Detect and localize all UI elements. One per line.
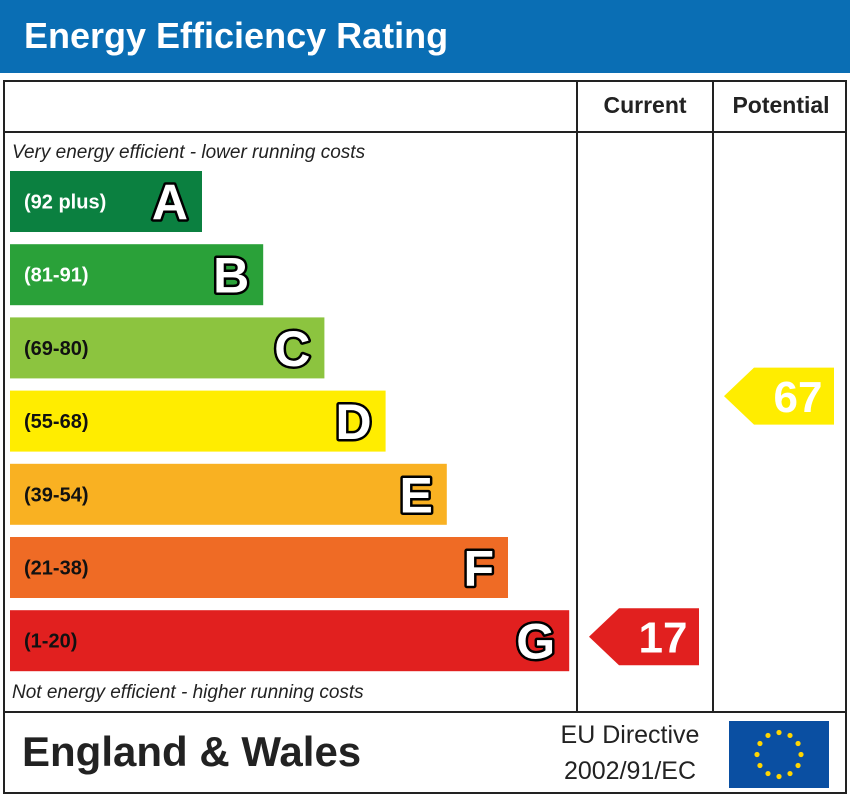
band-bar-a xyxy=(10,171,202,232)
band-letter: B xyxy=(213,248,249,304)
band-letter: C xyxy=(274,321,310,377)
page-title: Energy Efficiency Rating xyxy=(24,15,449,56)
eu-star xyxy=(787,770,793,777)
band-b: (81-91) B xyxy=(10,244,264,306)
band-letter: D xyxy=(335,394,371,450)
band-range-label: (69-80) xyxy=(24,338,88,360)
potential-rating-arrow: 67 xyxy=(724,367,834,425)
column-header-potential: Potential xyxy=(732,92,829,118)
energy-rating-chart: Current Potential Very energy efficient … xyxy=(3,80,847,794)
band-range-label: (92 plus) xyxy=(24,192,106,214)
band-e: (39-54) E xyxy=(10,463,447,526)
band-bar-e xyxy=(10,463,447,525)
band-f: (21-38) F xyxy=(10,537,508,599)
band-g: (1-20) G xyxy=(10,610,570,672)
eu-star xyxy=(765,732,771,739)
band-range-label: (55-68) xyxy=(24,411,88,433)
region-label: England & Wales xyxy=(22,728,361,775)
eu-star xyxy=(754,751,760,758)
directive-line-1: EU Directive xyxy=(561,721,700,749)
current-rating-arrow-value: 17 xyxy=(639,614,688,663)
band-bar-g xyxy=(10,610,570,672)
eu-flag-icon xyxy=(729,721,829,788)
current-rating-arrow-shape xyxy=(589,608,699,666)
band-range-label: (39-54) xyxy=(24,484,88,506)
potential-rating-arrow-shape xyxy=(724,367,834,425)
band-letter: E xyxy=(399,467,432,523)
eu-star xyxy=(757,762,763,769)
eu-star xyxy=(757,740,763,747)
band-bar-b xyxy=(10,244,264,306)
band-a: (92 plus) A xyxy=(10,171,202,233)
band-letter: F xyxy=(463,541,494,597)
band-bar-c xyxy=(10,317,325,379)
band-letter: A xyxy=(152,175,188,231)
table-frame xyxy=(3,80,847,794)
band-letter: G xyxy=(516,614,555,670)
band-range-label: (1-20) xyxy=(24,631,77,653)
top-caption: Very energy efficient - lower running co… xyxy=(12,142,366,163)
eu-star xyxy=(795,740,801,747)
current-rating-arrow: 17 xyxy=(589,608,699,666)
band-bar-f xyxy=(10,537,508,598)
eu-star xyxy=(795,762,801,769)
band-range-label: (81-91) xyxy=(24,265,88,287)
rating-bands: (92 plus) A (81-91) B (69-80) C (55-68) D (39-54… xyxy=(10,171,570,672)
eu-star xyxy=(798,751,804,758)
band-c: (69-80) C xyxy=(10,317,325,379)
eu-star xyxy=(776,729,782,736)
band-bar-d xyxy=(10,390,386,452)
header-bar: Energy Efficiency Rating xyxy=(0,0,850,73)
column-header-current: Current xyxy=(603,92,686,118)
potential-rating-arrow-value: 67 xyxy=(774,373,823,422)
band-range-label: (21-38) xyxy=(24,558,88,580)
eu-star xyxy=(787,732,793,739)
eu-star xyxy=(776,773,782,780)
bottom-caption: Not energy efficient - higher running co… xyxy=(12,682,364,703)
directive-line-2: 2002/91/EC xyxy=(564,757,696,785)
eu-star xyxy=(765,770,771,777)
band-d: (55-68) D xyxy=(10,390,386,453)
